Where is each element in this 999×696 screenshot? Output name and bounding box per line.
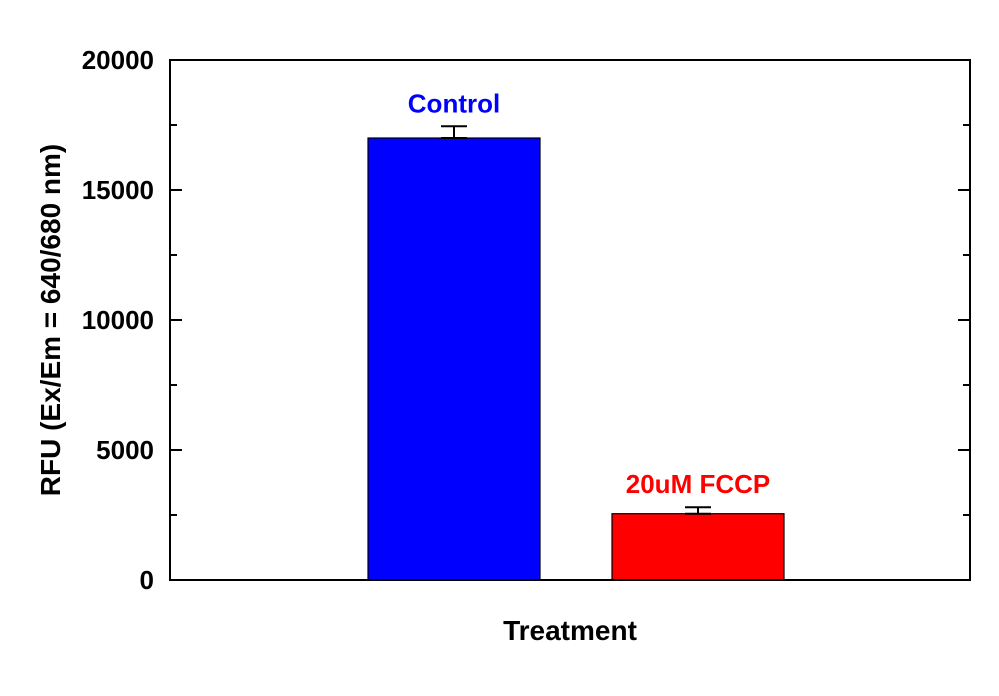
bar-chart: 0 5000 10000 15000 20000 Control 20uM FCCP RF… bbox=[0, 0, 999, 696]
bar-label-1: 20uM FCCP bbox=[626, 469, 770, 499]
chart-svg: 0 5000 10000 15000 20000 Control 20uM FCCP RF… bbox=[0, 0, 999, 696]
y-tick-label: 10000 bbox=[82, 305, 154, 335]
y-tick-label: 15000 bbox=[82, 175, 154, 205]
bar-label-0: Control bbox=[408, 88, 500, 118]
y-tick-label: 0 bbox=[140, 565, 154, 595]
bar-0 bbox=[368, 138, 540, 580]
y-tick-label: 20000 bbox=[82, 45, 154, 75]
bar-1 bbox=[612, 514, 784, 580]
y-axis-title: RFU (Ex/Em = 640/680 nm) bbox=[35, 144, 66, 496]
x-axis-title: Treatment bbox=[503, 615, 637, 646]
y-tick-label: 5000 bbox=[96, 435, 154, 465]
